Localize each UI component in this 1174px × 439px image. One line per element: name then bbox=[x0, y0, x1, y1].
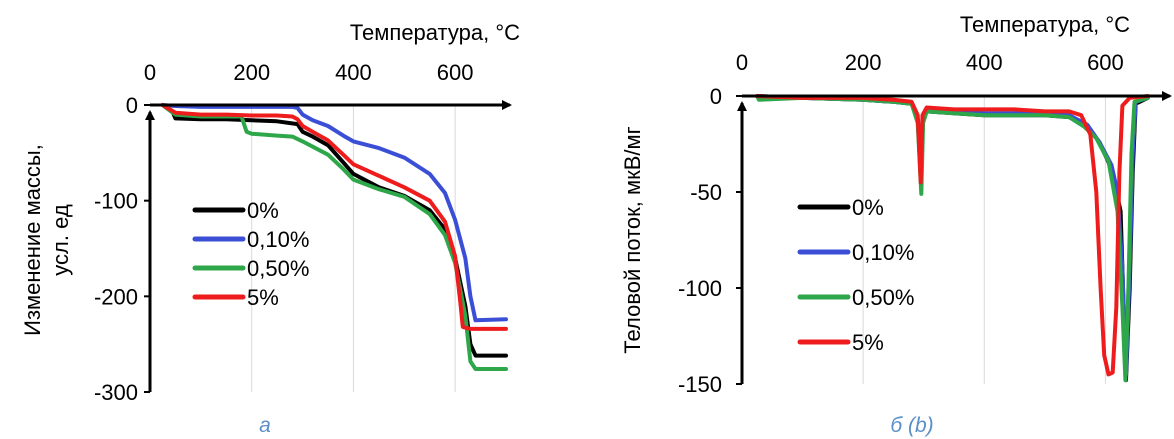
legend-label: 0,50% bbox=[852, 285, 914, 310]
legend-label: 0,10% bbox=[247, 227, 309, 252]
series-line-4 bbox=[755, 94, 1150, 377]
y-tick-label: -150 bbox=[678, 372, 722, 397]
x-tick-label: 600 bbox=[1087, 50, 1124, 75]
legend-label: 5% bbox=[852, 330, 884, 355]
y-axis-title: Теловой поток, мкВ/мг bbox=[620, 126, 645, 353]
series-line-2 bbox=[160, 103, 508, 323]
legend-label: 0% bbox=[852, 195, 884, 220]
legend-label: 0% bbox=[247, 198, 279, 223]
y-axis-title-line2: усл. ед bbox=[48, 204, 73, 276]
series-line-1 bbox=[160, 103, 508, 358]
x-tick-label: 200 bbox=[233, 60, 270, 85]
y-axis-title-line1: Изменение массы, bbox=[20, 144, 45, 336]
x-axis-title: Температура, °C bbox=[960, 12, 1130, 37]
series-line-4 bbox=[160, 103, 508, 331]
panel-caption-a: а bbox=[259, 414, 271, 437]
panel-caption-b: б (b) bbox=[890, 414, 933, 437]
x-tick-label: 0 bbox=[736, 50, 748, 75]
x-tick-label: 400 bbox=[335, 60, 372, 85]
y-tick-label: 0 bbox=[126, 93, 138, 118]
y-tick-label: -300 bbox=[94, 380, 138, 405]
y-tick-label: -100 bbox=[678, 276, 722, 301]
chart-panel-a: 0 200 400 600 0 -100 -200 -300 Температура, °C… bbox=[20, 20, 520, 437]
y-tick-label: -200 bbox=[94, 284, 138, 309]
x-tick-label: 600 bbox=[437, 60, 474, 85]
x-tick-label: 0 bbox=[144, 60, 156, 85]
y-tick-label: 0 bbox=[710, 84, 722, 109]
x-axis-title: Температура, °C bbox=[350, 20, 520, 45]
y-tick-label: -100 bbox=[94, 189, 138, 214]
legend-label: 0,10% bbox=[852, 240, 914, 265]
x-tick-label: 200 bbox=[845, 50, 882, 75]
legend-label: 5% bbox=[247, 285, 279, 310]
x-tick-label: 400 bbox=[966, 50, 1003, 75]
y-tick-label: -50 bbox=[690, 180, 722, 205]
chart-panel-b: 0 200 400 600 0-50-100-150 Температура, °C … bbox=[620, 12, 1172, 437]
legend-label: 0,50% bbox=[247, 256, 309, 281]
